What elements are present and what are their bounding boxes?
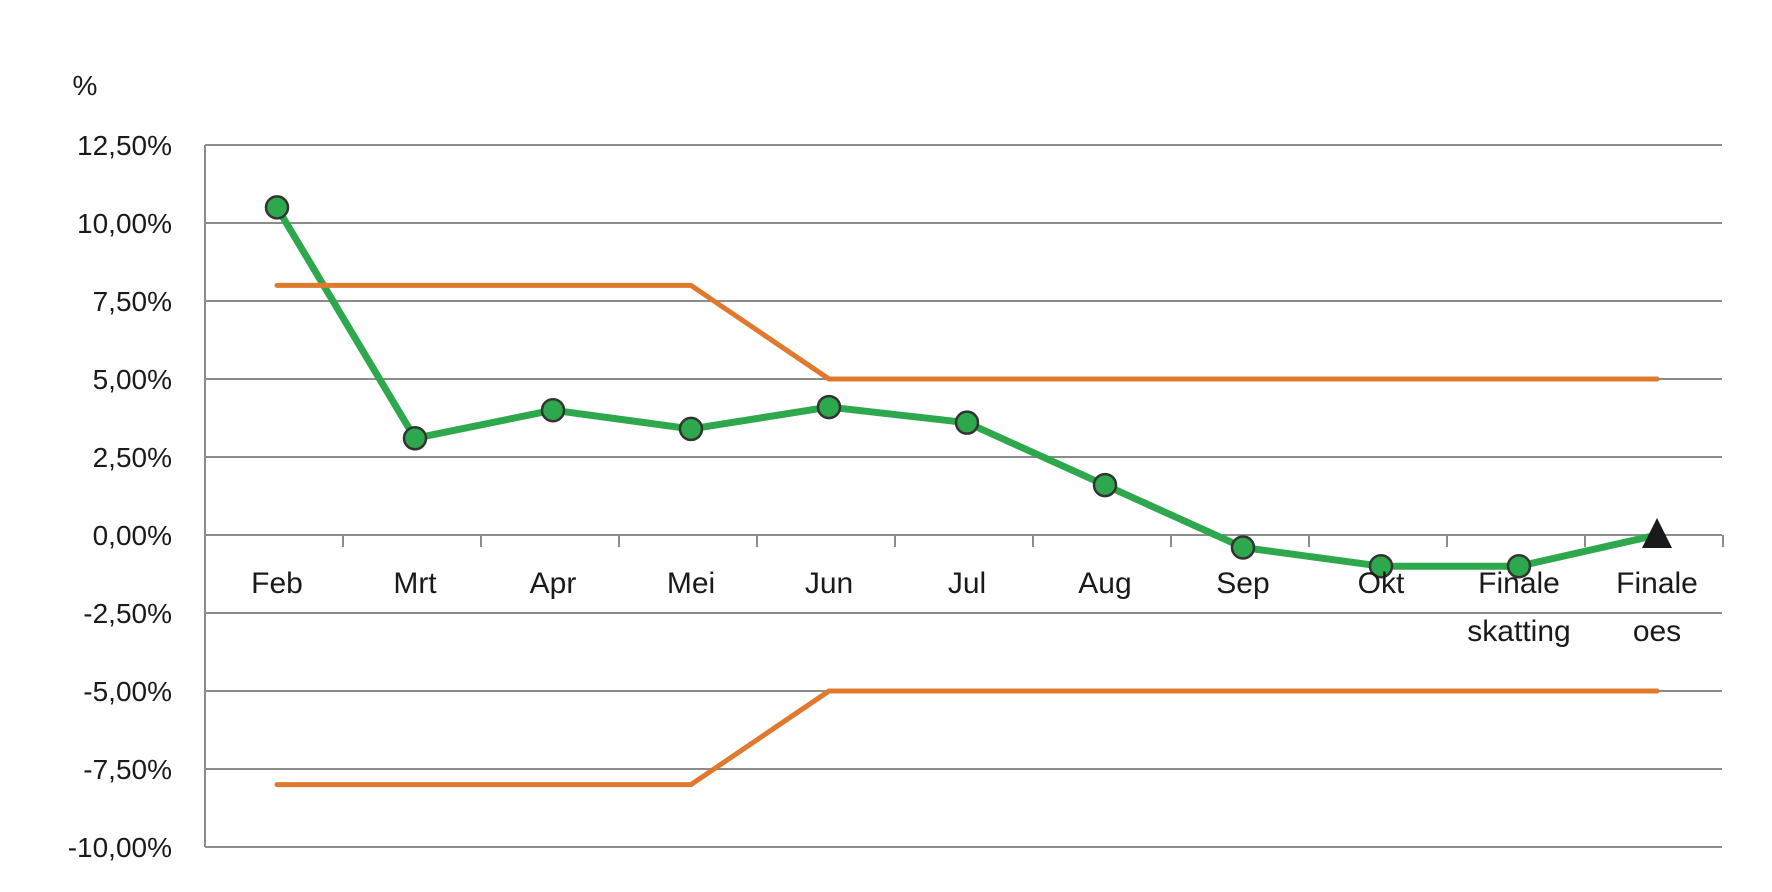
y-tick-label: 10,00% xyxy=(77,208,172,239)
x-tick-label: Finale oes xyxy=(1616,567,1698,648)
y-tick-label: 5,00% xyxy=(93,364,172,395)
y-tick-label: -2,50% xyxy=(83,598,172,629)
y-tick-label: -7,50% xyxy=(83,754,172,785)
y-tick-label: -5,00% xyxy=(83,676,172,707)
y-axis-unit-label: % xyxy=(73,70,98,101)
x-tick-label: Aug xyxy=(1078,567,1131,600)
data-point xyxy=(402,426,428,451)
x-tick-label: Jun xyxy=(805,567,853,600)
x-tick-label: Okt xyxy=(1358,567,1405,600)
data-point xyxy=(1368,553,1394,579)
y-tick-label: 0,00% xyxy=(93,520,172,551)
series-line xyxy=(274,688,1660,788)
x-axis-labels: Feb Mrt Apr Mei Jun Jul Aug Sep Okt Finale skattin… xyxy=(251,567,1698,648)
data-point xyxy=(678,416,704,442)
gridlines xyxy=(205,144,1722,848)
x-axis xyxy=(204,145,1724,847)
x-tick-label: Sep xyxy=(1216,567,1269,600)
y-tick-label: 12,50% xyxy=(77,130,172,161)
y-axis-ticks: 12,50% 10,00% 7,50% 5,00% 2,50% 0,00% -2,50% -5… xyxy=(68,130,172,863)
x-tick-label: Mei xyxy=(667,567,715,600)
x-tick-label: Feb xyxy=(251,567,303,600)
x-tick-label: Jul xyxy=(948,567,986,600)
series-layer xyxy=(264,195,1672,788)
x-tick-label: Mrt xyxy=(393,567,437,600)
y-tick-label: 7,50% xyxy=(93,286,172,317)
data-point xyxy=(816,394,842,420)
data-point xyxy=(954,410,980,435)
x-tick-label: Apr xyxy=(530,567,577,600)
y-tick-label: 2,50% xyxy=(93,442,172,473)
data-point xyxy=(1506,553,1532,579)
series-line xyxy=(274,282,1660,382)
final-triangle-marker xyxy=(1642,518,1672,548)
data-point xyxy=(540,397,566,423)
data-point xyxy=(1230,535,1256,560)
data-point xyxy=(1092,472,1118,498)
series-line xyxy=(273,203,1661,570)
y-tick-label: -10,00% xyxy=(68,832,172,863)
x-tick-label: Finale skatting xyxy=(1467,567,1570,648)
data-point xyxy=(264,195,290,220)
